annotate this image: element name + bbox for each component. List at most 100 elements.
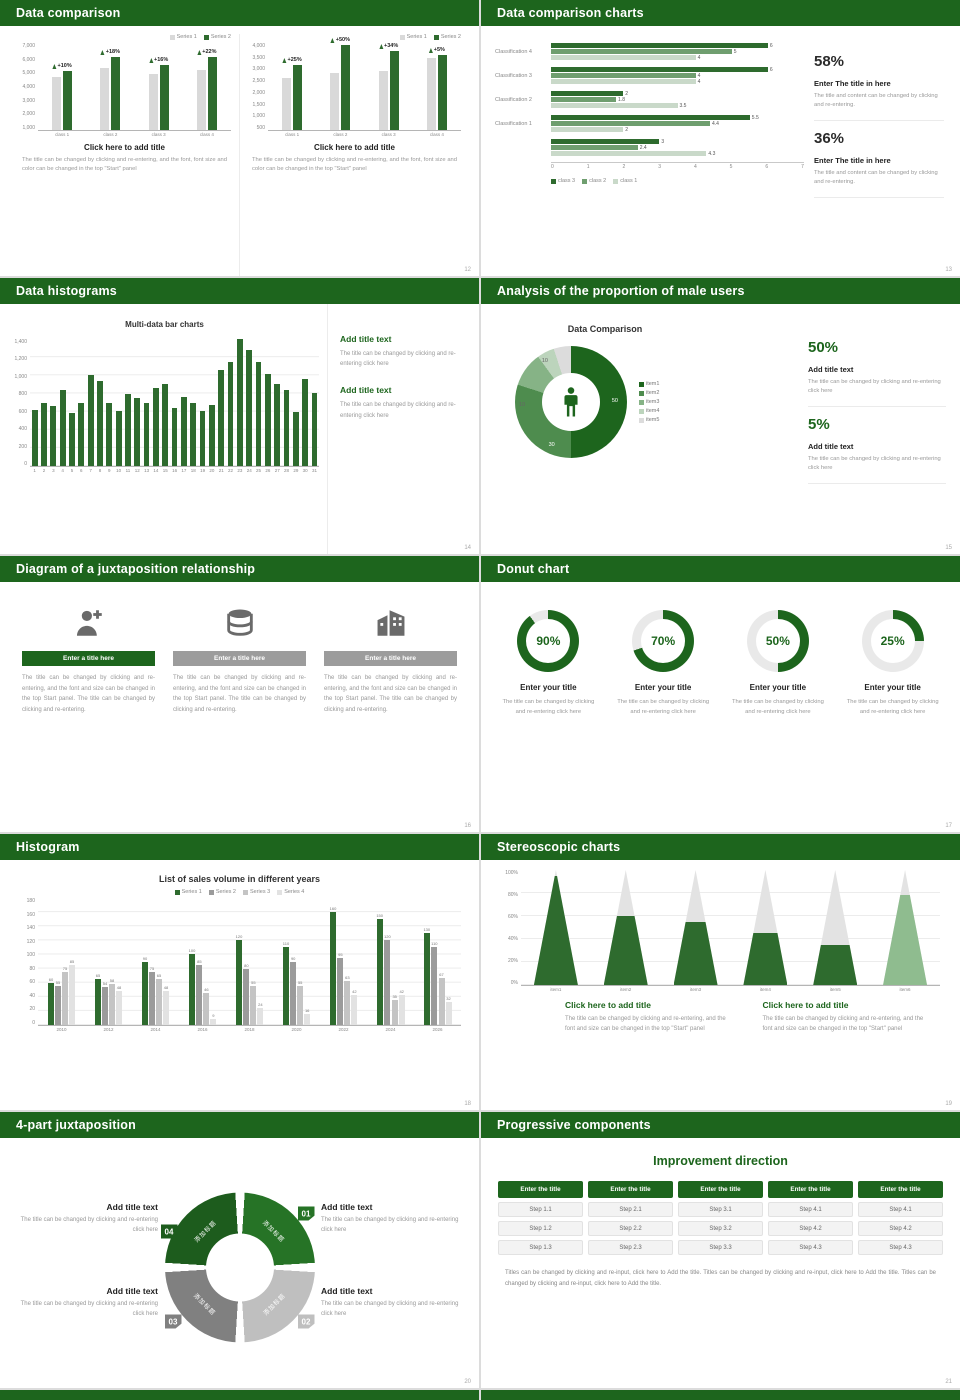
- x-label: 13: [144, 468, 150, 473]
- y-tick: 60: [29, 979, 35, 986]
- x-label: class 3: [151, 132, 166, 137]
- title-button[interactable]: Enter the title: [678, 1181, 763, 1198]
- column-chart-left: Series 1 Series 2 7,000 6,000 5,000 4,000 3,00…: [18, 34, 231, 137]
- bar: [431, 947, 438, 1025]
- page-number: 16: [464, 823, 471, 829]
- slide-17-donut-chart[interactable]: Donut chart 90% Enter your title The title…: [481, 556, 960, 832]
- step-item[interactable]: Step 2.3: [588, 1240, 673, 1255]
- growth-percent: +18%: [105, 48, 120, 55]
- legend-swatch: [208, 889, 214, 895]
- x-label: 21: [218, 468, 224, 473]
- x-label: 2020: [291, 1027, 302, 1032]
- building-icon: [324, 602, 457, 644]
- growth-label: +50%: [330, 37, 350, 44]
- x-axis: 0 1 2 3 4 5 6 7: [551, 162, 804, 170]
- bar: [337, 957, 344, 1025]
- step-item[interactable]: Step 1.2: [498, 1221, 583, 1236]
- bar-line: 1.8: [551, 97, 804, 103]
- title-button[interactable]: Enter the title: [498, 1181, 583, 1198]
- slide-18-histogram[interactable]: Histogram List of sales volume in differ…: [0, 834, 479, 1110]
- slide-13-data-comparison-charts[interactable]: Data comparison charts Classification 4 6…: [481, 0, 960, 276]
- caption-text: The title can be changed by clicking and…: [252, 157, 457, 173]
- value-label: 5: [733, 48, 737, 55]
- bar-slot: 26: [263, 339, 272, 473]
- bar: [304, 1013, 311, 1025]
- gauge-row: 90% Enter your title The title can be chan…: [481, 582, 960, 718]
- bar-with-label: 75: [62, 898, 68, 1025]
- legend-item: class 2: [582, 178, 606, 184]
- title-button[interactable]: Enter the title: [858, 1181, 943, 1198]
- x-label: item5: [829, 987, 841, 992]
- y-tick: 1,000: [252, 113, 265, 120]
- step-item[interactable]: Step 2.2: [588, 1221, 673, 1236]
- y-tick: 100%: [505, 870, 518, 876]
- bar: [236, 339, 243, 466]
- slide-19-stereoscopic-charts[interactable]: Stereoscopic charts 100% 80% 60% 40% 20% 0% it…: [481, 834, 960, 1110]
- bar: [274, 384, 281, 466]
- slide-16-juxtaposition-diagram[interactable]: Diagram of a juxtaposition relationship …: [0, 556, 479, 832]
- step-item[interactable]: Step 4.2: [858, 1221, 943, 1236]
- stat-text: The title and content can be changed by …: [814, 92, 938, 109]
- bar-slot: 7: [86, 339, 95, 473]
- y-axis: 7,000 6,000 5,000 4,000 3,000 2,000 1,000: [18, 43, 38, 131]
- bar-group: 60 55 75 85 2010: [38, 898, 85, 1032]
- bar: [59, 389, 66, 466]
- slide-20-4-part-juxtaposition[interactable]: 4-part juxtaposition 添加标题 添加标题 添加标题 添加标题 01 0…: [0, 1112, 479, 1388]
- legend-label: Series 1: [176, 34, 197, 40]
- title-bar[interactable]: Enter a title here: [324, 651, 457, 666]
- bar: [171, 407, 178, 466]
- step-item[interactable]: Step 4.1: [768, 1202, 853, 1217]
- bar-with-label: 55: [55, 898, 61, 1025]
- x-label: 7: [89, 468, 92, 473]
- bar-slot: 13: [142, 339, 151, 473]
- bars: [282, 43, 303, 130]
- flag-icon: [330, 38, 335, 44]
- legend-label: class 2: [589, 178, 607, 184]
- bar: [551, 67, 768, 72]
- bar-with-label: 63: [344, 898, 351, 1025]
- title-bar[interactable]: Enter a title here: [22, 651, 155, 666]
- step-item[interactable]: Step 4.3: [858, 1240, 943, 1255]
- bar: [63, 71, 73, 130]
- bar: [143, 403, 150, 466]
- step-column-3: Enter the title Step 3.1 Step 3.2 Step 3…: [678, 1181, 763, 1255]
- gauge-ring: 90%: [517, 610, 580, 672]
- slide-14-data-histograms[interactable]: Data histograms Multi-data bar charts 1,…: [0, 278, 479, 554]
- step-item[interactable]: Step 3.3: [678, 1240, 763, 1255]
- bar: [283, 389, 290, 466]
- bar-slot: 2: [39, 339, 48, 473]
- bar: [210, 1018, 217, 1025]
- value-label: 4.4: [712, 120, 719, 127]
- y-tick: 400: [18, 426, 27, 433]
- legend-label: Series 1: [406, 34, 427, 40]
- multi-bar-chart: 1,400 1,200 1,000 800 600 400 200 0 1 2 3 4 5 6 7 8 9 10 1…: [10, 339, 319, 473]
- value-label: 85: [197, 959, 202, 965]
- slide-12-data-comparison[interactable]: Data comparison Series 1 Series 2 7,000 6,0…: [0, 0, 479, 276]
- bar: [190, 402, 197, 466]
- step-item[interactable]: Step 4.1: [858, 1202, 943, 1217]
- cone-shape: [813, 870, 858, 985]
- block-title: Add title text: [340, 334, 392, 344]
- legend-label: Series 3: [250, 889, 271, 895]
- cone-shape: [603, 870, 648, 985]
- step-item[interactable]: Step 1.3: [498, 1240, 583, 1255]
- step-item[interactable]: Step 4.3: [768, 1240, 853, 1255]
- column-3: Enter a title here The title can be chan…: [324, 602, 457, 715]
- title-button[interactable]: Enter the title: [588, 1181, 673, 1198]
- growth-percent: +10%: [57, 63, 72, 70]
- step-item[interactable]: Step 3.2: [678, 1221, 763, 1236]
- bars: 5.5 4.4 2: [551, 114, 804, 133]
- title-bar[interactable]: Enter a title here: [173, 651, 306, 666]
- slide-15-male-users-proportion[interactable]: Analysis of the proportion of male users…: [481, 278, 960, 554]
- value-label: 55: [55, 980, 61, 986]
- bar: [426, 58, 436, 130]
- title-button[interactable]: Enter the title: [768, 1181, 853, 1198]
- step-item[interactable]: Step 3.1: [678, 1202, 763, 1217]
- step-item[interactable]: Step 1.1: [498, 1202, 583, 1217]
- growth-percent: +16%: [154, 57, 169, 64]
- step-item[interactable]: Step 2.1: [588, 1202, 673, 1217]
- step-item[interactable]: Step 4.2: [768, 1221, 853, 1236]
- growth-percent: +34%: [384, 43, 399, 50]
- segment-value-label: 10: [519, 402, 526, 408]
- slide-21-progressive-components[interactable]: Progressive components Improvement direc…: [481, 1112, 960, 1388]
